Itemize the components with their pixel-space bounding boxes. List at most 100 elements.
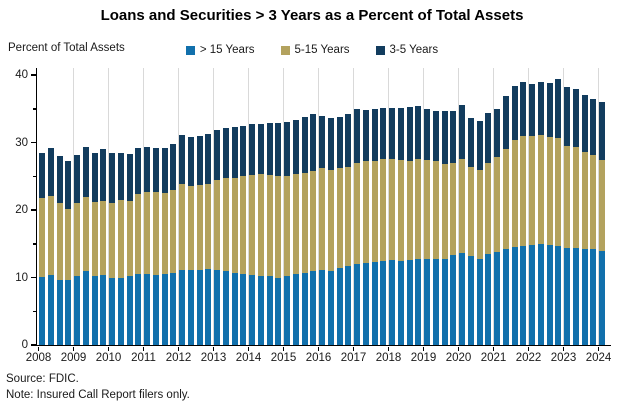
y-tick-label-20: 20 (15, 204, 28, 216)
bar-segment-2008Q4-515Yearsyr (65, 208, 72, 281)
bar-segment-2009Q2-515Yearsyr (82, 196, 89, 272)
bar-segment-2023Q2-515Yearsyr (572, 146, 579, 249)
bar-2017Q2 (362, 110, 369, 345)
bar-segment-2020Q4-515Yearsyr (485, 162, 492, 254)
bar-segment-2010Q3-35Yearsyr (126, 153, 133, 202)
bar-segment-2009Q3-15Yearsyr (91, 276, 98, 345)
bar-segment-2011Q3-15Yearsyr (161, 274, 168, 345)
footnotes: Source: FDIC. Note: Insured Call Report … (6, 372, 190, 403)
x-tick-label-2017: 2017 (340, 352, 367, 364)
bar-segment-2018Q3-515Yearsyr (406, 160, 413, 260)
bar-segment-2010Q2-35Yearsyr (117, 152, 124, 200)
bar-segment-2019Q2-515Yearsyr (432, 161, 439, 259)
x-tick-2010 (107, 346, 110, 351)
bar-segment-2014Q1-515Yearsyr (249, 174, 255, 275)
bar-segment-2022Q3-515Yearsyr (546, 137, 553, 246)
bar-2019Q4 (450, 110, 457, 345)
bar-segment-2020Q3-35Yearsyr (476, 120, 483, 170)
bar-segment-2008Q3-515Yearsyr (56, 203, 63, 280)
bar-segment-2011Q3-515Yearsyr (161, 193, 168, 275)
bar-segment-2014Q3-515Yearsyr (266, 174, 273, 277)
x-tick-2020 (457, 346, 460, 351)
bar-2023Q3 (581, 95, 588, 345)
bar-2014Q2 (257, 123, 264, 345)
bar-segment-2012Q2-35Yearsyr (187, 137, 194, 186)
bar-2010Q1 (109, 153, 115, 345)
x-tick-2011 (142, 346, 145, 351)
bar-2018Q3 (406, 107, 413, 345)
bar-2010Q4 (135, 147, 142, 345)
x-tick-label-2014: 2014 (235, 352, 262, 364)
bar-segment-2016Q4-35Yearsyr (345, 114, 352, 167)
bar-segment-2018Q1-35Yearsyr (389, 108, 395, 160)
bar-segment-2015Q3-35Yearsyr (301, 116, 308, 173)
bar-2016Q2 (327, 117, 334, 345)
y-tick-35 (32, 108, 36, 110)
bar-segment-2016Q1-15Yearsyr (319, 270, 325, 345)
bar-segment-2014Q1-15Yearsyr (249, 274, 255, 345)
bar-segment-2015Q2-15Yearsyr (292, 274, 299, 345)
bar-segment-2017Q2-515Yearsyr (362, 161, 369, 263)
bar-2011Q3 (161, 147, 168, 345)
bar-segment-2013Q1-35Yearsyr (214, 129, 220, 181)
bar-segment-2013Q3-515Yearsyr (231, 177, 238, 273)
bar-segment-2010Q4-15Yearsyr (135, 274, 142, 345)
bar-segment-2013Q3-35Yearsyr (231, 126, 238, 178)
bar-segment-2013Q2-15Yearsyr (222, 270, 229, 345)
bar-segment-2016Q3-35Yearsyr (336, 116, 343, 169)
gridline-2016 (318, 68, 319, 345)
bar-segment-2019Q1-35Yearsyr (424, 109, 430, 161)
bar-segment-2017Q4-515Yearsyr (380, 159, 387, 261)
bar-segment-2016Q2-15Yearsyr (327, 270, 334, 345)
gridline-2011 (143, 68, 144, 345)
bar-2020Q1 (459, 104, 465, 345)
bar-segment-2009Q2-15Yearsyr (82, 271, 89, 345)
bar-segment-2011Q1-15Yearsyr (144, 274, 150, 345)
gridline-2010 (108, 68, 109, 345)
y-tick-label-30: 30 (15, 136, 28, 149)
chart-title: Loans and Securities > 3 Years as a Perc… (100, 7, 524, 24)
bar-segment-2011Q4-15Yearsyr (170, 273, 177, 345)
bar-segment-2013Q4-15Yearsyr (240, 274, 247, 345)
y-tick-20 (30, 209, 36, 211)
bar-segment-2019Q4-35Yearsyr (450, 110, 457, 163)
bar-2022Q1 (529, 83, 535, 345)
legend: > 15 Years 5-15 Years 3-5 Years (120, 44, 504, 56)
bar-segment-2015Q3-15Yearsyr (301, 272, 308, 345)
bar-segment-2012Q2-15Yearsyr (187, 270, 194, 345)
gridline-2015 (283, 68, 284, 345)
bar-segment-2010Q1-35Yearsyr (109, 153, 115, 203)
bar-2015Q2 (292, 119, 299, 345)
legend-swatch-gt15-icon (185, 45, 195, 55)
bar-segment-2016Q4-15Yearsyr (345, 266, 352, 345)
x-tick-2016 (317, 346, 320, 351)
x-tick-label-2021: 2021 (480, 352, 507, 364)
bar-2010Q2 (117, 152, 124, 345)
x-tick-2024 (597, 346, 600, 351)
bar-2008Q4 (65, 161, 72, 345)
bar-segment-2022Q1-15Yearsyr (529, 245, 535, 345)
bar-segment-2013Q2-35Yearsyr (222, 128, 229, 179)
bar-segment-2013Q4-35Yearsyr (240, 126, 247, 177)
y-tick-label-40: 40 (15, 69, 28, 81)
bar-segment-2021Q1-15Yearsyr (494, 251, 500, 345)
bar-segment-2008Q2-515Yearsyr (47, 195, 54, 275)
bar-segment-2018Q3-15Yearsyr (406, 259, 413, 345)
bar-segment-2008Q4-15Yearsyr (65, 280, 72, 345)
gridline-2020 (458, 68, 459, 345)
bar-segment-2017Q3-515Yearsyr (371, 160, 378, 262)
y-tick-25 (32, 175, 36, 177)
bar-2012Q4 (205, 134, 212, 345)
bar-2016Q4 (345, 114, 352, 345)
bar-2015Q3 (301, 116, 308, 345)
bar-segment-2014Q4-15Yearsyr (275, 277, 282, 345)
bar-2022Q2 (537, 82, 544, 345)
bar-segment-2019Q3-35Yearsyr (441, 111, 448, 165)
bar-segment-2017Q1-35Yearsyr (354, 109, 360, 163)
bar-segment-2019Q3-515Yearsyr (441, 164, 448, 259)
bar-segment-2022Q3-15Yearsyr (546, 245, 553, 345)
x-tick-label-2016: 2016 (305, 352, 332, 364)
bar-segment-2023Q4-515Yearsyr (590, 154, 597, 250)
bar-segment-2012Q4-35Yearsyr (205, 134, 212, 184)
bar-segment-2010Q3-515Yearsyr (126, 201, 133, 277)
